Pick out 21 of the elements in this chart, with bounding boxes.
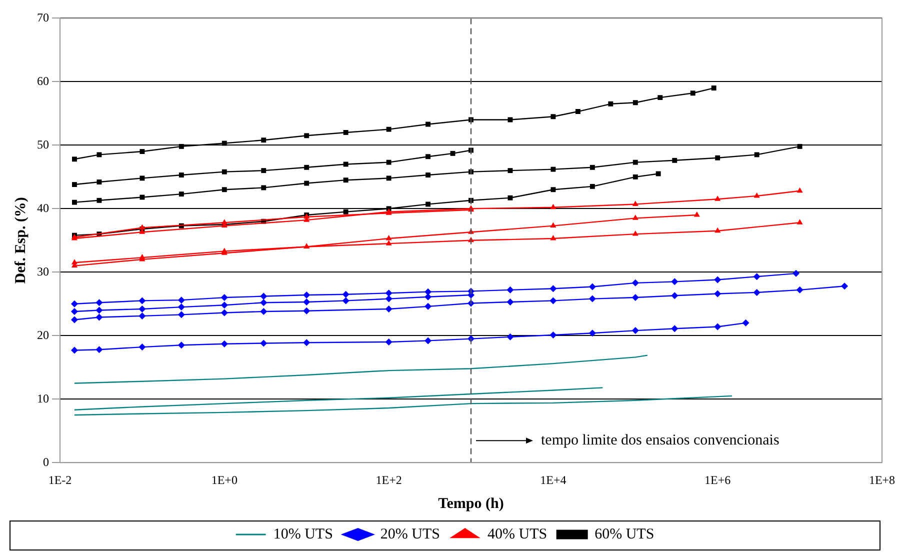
x-tick-label: 1E+2 (376, 472, 402, 487)
x-tick-label: 1E+6 (704, 472, 731, 487)
x-tick-label: 1E-2 (48, 472, 72, 487)
legend-label: 60% UTS (594, 526, 654, 542)
y-tick-label: 10 (37, 391, 49, 406)
legend-label: 40% UTS (488, 526, 548, 542)
y-tick-label: 50 (37, 137, 49, 152)
x-tick-label: 1E+4 (540, 472, 566, 487)
y-tick-label: 60 (37, 74, 49, 88)
x-axis-title: Tempo (h) (438, 496, 504, 512)
y-tick-label: 30 (37, 264, 49, 278)
y-tick-label: 70 (37, 10, 49, 24)
legend-label: 20% UTS (380, 526, 440, 542)
y-tick-label: 0 (43, 454, 49, 469)
x-tick-label: 1E+0 (211, 472, 238, 487)
y-tick-label: 40 (37, 200, 49, 215)
ref-line-label: tempo limite dos ensaios convencionais (541, 432, 780, 449)
legend-label: 10% UTS (273, 526, 333, 542)
x-tick-label: 1E+8 (868, 472, 896, 487)
y-axis-title: Def. Esp. (%) (12, 197, 29, 284)
y-tick-label: 20 (37, 328, 49, 342)
